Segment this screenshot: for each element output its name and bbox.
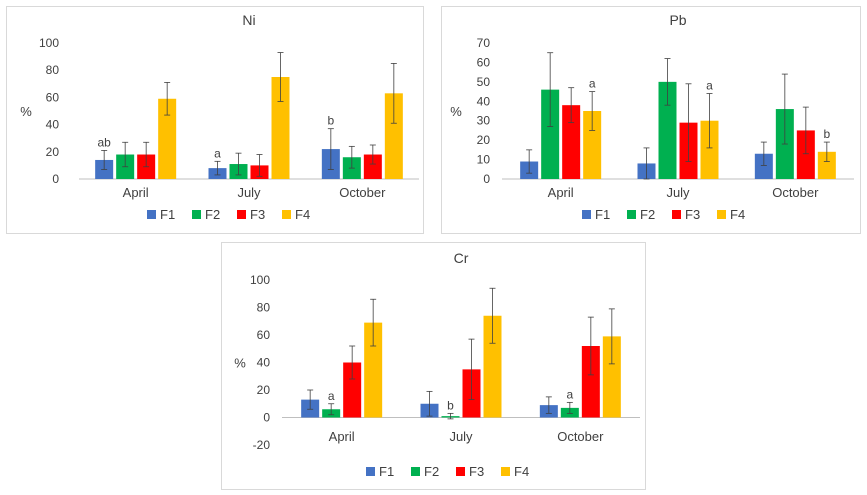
y-tick-label: 10 (477, 153, 491, 167)
bar-f2 (658, 81, 677, 179)
significance-label: a (214, 146, 221, 160)
category-label: April (548, 185, 574, 200)
bar-f4 (364, 322, 383, 418)
category-label: July (237, 185, 261, 200)
y-tick-label: 40 (46, 118, 60, 132)
legend-label: F1 (160, 207, 175, 222)
bar-f3 (562, 105, 581, 179)
y-tick-label: 20 (257, 383, 271, 397)
legend-swatch-f3 (237, 210, 246, 219)
y-tick-label: 30 (477, 114, 491, 128)
bar-f4 (817, 151, 836, 179)
chart-title: Cr (454, 250, 469, 266)
y-tick-label: 100 (250, 273, 270, 287)
bar-f4 (602, 336, 621, 418)
legend-label: F4 (730, 207, 745, 222)
bar-f1 (754, 153, 773, 179)
y-tick-label: 50 (477, 75, 491, 89)
y-tick-label: 20 (46, 145, 60, 159)
category-label: July (666, 185, 690, 200)
category-label: October (339, 185, 386, 200)
legend-label: F2 (424, 464, 439, 479)
y-tick-label: 60 (257, 328, 271, 342)
legend-swatch-f2 (627, 210, 636, 219)
category-label: April (123, 185, 149, 200)
bar-f3 (796, 130, 815, 179)
y-axis-label: % (234, 356, 246, 371)
category-label: April (329, 429, 355, 444)
bar-f3 (343, 362, 362, 418)
bar-f4 (271, 77, 290, 179)
category-label: July (449, 429, 473, 444)
bar-f4 (583, 111, 602, 179)
legend-swatch-f4 (282, 210, 291, 219)
bar-f4 (483, 315, 502, 418)
ni-chart: Ni% 0 20 40 60 80 100 ab April a July b October F1 F2 F… (6, 6, 424, 234)
significance-label: ab (97, 135, 111, 149)
legend-label: F2 (205, 207, 220, 222)
y-tick-label: 20 (477, 133, 491, 147)
significance-label: a (589, 77, 596, 91)
category-label: October (772, 185, 819, 200)
pb-chart: Pb% 0 10 20 30 40 50 60 70 a April a July b October F1 F… (441, 6, 861, 234)
significance-label: a (706, 79, 713, 93)
cr-chart-svg: Cr% -20 0 20 40 60 80 100 a April b July a October F1 F… (234, 250, 640, 479)
bar-f3 (581, 346, 600, 418)
y-tick-label: 100 (39, 36, 59, 50)
y-tick-label: 0 (483, 172, 490, 186)
bar-f3 (363, 154, 382, 179)
legend-swatch-f1 (366, 467, 375, 476)
significance-label: b (447, 398, 454, 412)
bar-f2 (541, 89, 560, 179)
significance-label: b (823, 127, 830, 141)
legend-swatch-f4 (717, 210, 726, 219)
y-tick-label: 40 (477, 94, 491, 108)
bar-f4 (700, 120, 719, 179)
cr-chart: Cr% -20 0 20 40 60 80 100 a April b July a October F1 F… (221, 242, 646, 490)
legend-swatch-f1 (147, 210, 156, 219)
legend-swatch-f4 (501, 467, 510, 476)
legend-label: F4 (295, 207, 310, 222)
legend-swatch-f3 (672, 210, 681, 219)
legend-label: F1 (595, 207, 610, 222)
y-tick-label: 40 (257, 356, 271, 370)
legend-swatch-f1 (582, 210, 591, 219)
ni-chart-svg: Ni% 0 20 40 60 80 100 ab April a July b October F1 F2 F… (20, 12, 419, 222)
y-axis-label: % (450, 104, 462, 119)
legend-label: F4 (514, 464, 529, 479)
y-tick-label: -20 (253, 438, 271, 452)
y-tick-label: 80 (46, 63, 60, 77)
legend-label: F1 (379, 464, 394, 479)
chart-title: Pb (669, 12, 686, 28)
y-tick-label: 80 (257, 301, 271, 315)
significance-label: a (328, 389, 335, 403)
chart-title: Ni (242, 12, 255, 28)
legend-swatch-f2 (411, 467, 420, 476)
significance-label: a (566, 387, 573, 401)
legend-swatch-f2 (192, 210, 201, 219)
y-axis-label: % (20, 104, 32, 119)
y-tick-label: 60 (46, 90, 60, 104)
bar-f4 (158, 98, 177, 179)
bar-f4 (384, 93, 403, 179)
y-tick-label: 0 (52, 172, 59, 186)
y-tick-label: 60 (477, 55, 491, 69)
y-tick-label: 70 (477, 36, 491, 50)
significance-label: b (327, 114, 334, 128)
legend-label: F3 (469, 464, 484, 479)
pb-chart-svg: Pb% 0 10 20 30 40 50 60 70 a April a July b October F1 F… (450, 12, 854, 222)
y-tick-label: 0 (263, 411, 270, 425)
legend-label: F3 (685, 207, 700, 222)
category-label: October (557, 429, 604, 444)
legend-label: F2 (640, 207, 655, 222)
legend-label: F3 (250, 207, 265, 222)
legend-swatch-f3 (456, 467, 465, 476)
